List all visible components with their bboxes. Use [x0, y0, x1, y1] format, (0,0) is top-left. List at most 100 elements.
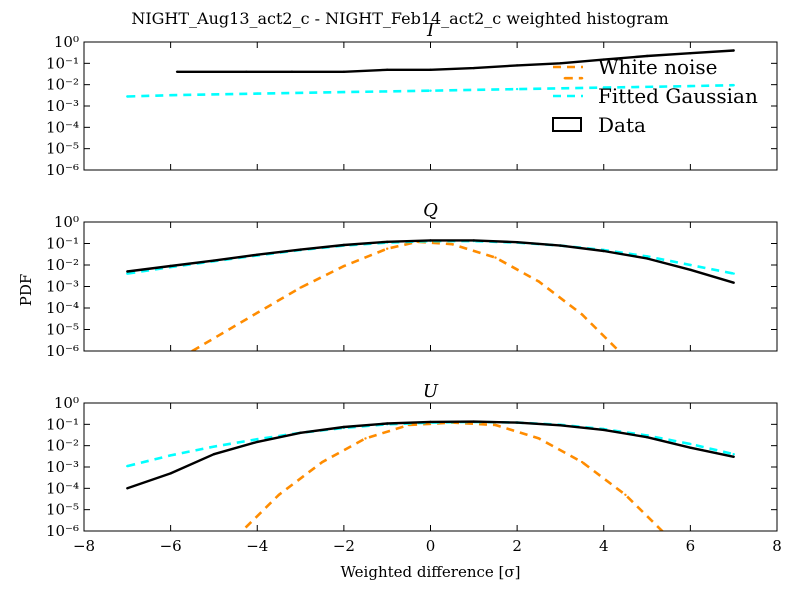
x-tick-label: −2: [333, 537, 355, 555]
data-point-data: [386, 422, 389, 425]
data-point-fitted-gaussian: [689, 442, 692, 446]
data-point-white-noise: [299, 286, 302, 289]
data-point-white-noise: [321, 460, 324, 464]
data-point-fitted-gaussian: [602, 86, 605, 89]
y-tick-label: 10⁻⁴: [46, 118, 79, 136]
x-tick-label: 8: [772, 537, 782, 555]
data-point-fitted-gaussian: [169, 454, 172, 457]
x-tick-label: −4: [246, 537, 268, 555]
data-point-data: [732, 49, 735, 52]
figure-title: NIGHT_Aug13_act2_c - NIGHT_Feb14_act2_c …: [131, 9, 669, 28]
data-point-data: [602, 58, 605, 61]
y-tick-label: 10⁻¹: [46, 54, 79, 72]
data-point-data: [559, 62, 562, 65]
data-point-fitted-gaussian: [732, 272, 735, 275]
data-point-data: [126, 487, 129, 490]
data-point-data: [342, 70, 346, 74]
data-point-white-noise: [668, 536, 670, 538]
legend-label: White noise: [598, 55, 717, 79]
data-point-data: [290, 70, 294, 74]
data-point-data: [472, 239, 475, 242]
x-tick-label: 6: [686, 537, 696, 555]
series-group: [126, 239, 735, 358]
y-tick-label: 10⁻⁶: [46, 342, 79, 360]
data-point-fitted-gaussian: [645, 255, 649, 258]
data-point-data: [515, 64, 519, 67]
data-point-white-noise: [580, 313, 584, 316]
data-point-data: [126, 270, 129, 273]
data-point-fitted-gaussian: [732, 84, 735, 87]
x-tick-label: −8: [73, 537, 95, 555]
legend: White noise Fitted Gaussian Data: [552, 55, 758, 137]
data-point-data: [559, 424, 562, 427]
data-point-data: [342, 425, 346, 429]
data-point-data: [515, 421, 519, 424]
data-point-white-noise: [494, 256, 497, 259]
y-tick-label: 10⁻⁵: [46, 321, 79, 339]
data-point-white-noise: [580, 77, 584, 80]
series-line-white-noise: [191, 240, 621, 351]
data-point-data: [212, 453, 216, 456]
series-line-data: [126, 420, 734, 490]
y-tick-label: 10⁻⁵: [46, 140, 79, 158]
panel-i: 10⁰ 10⁻¹ 10⁻² 10⁻³ 10⁻⁴ 10⁻⁵ 10⁻⁶ I: [46, 20, 778, 179]
data-point-data: [175, 70, 179, 74]
series-line-white-noise: [240, 421, 665, 531]
data-point-white-noise: [364, 437, 367, 440]
x-tick-label: −6: [160, 537, 182, 555]
data-point-data: [689, 446, 692, 449]
x-tick-label: 4: [599, 537, 609, 555]
series-group: [126, 49, 735, 98]
y-tick-label: 10⁰: [54, 213, 79, 231]
data-point-data: [256, 253, 259, 256]
data-point-white-noise: [624, 356, 626, 358]
y-tick-label: 10⁻³: [46, 278, 79, 296]
legend-label: Data: [598, 113, 646, 137]
data-point-data: [689, 52, 692, 55]
data-point-white-noise: [342, 264, 346, 268]
y-tick-label: 10⁻²: [46, 76, 79, 94]
data-point-fitted-gaussian: [169, 94, 172, 97]
data-point-white-noise: [256, 311, 259, 314]
series-line-fitted-gaussian: [126, 420, 734, 468]
data-point-fitted-gaussian: [689, 263, 692, 267]
data-point-fitted-gaussian: [689, 84, 692, 88]
data-point-white-noise: [537, 437, 540, 440]
y-tick-label: 10⁻⁴: [46, 479, 79, 497]
data-point-data: [645, 54, 649, 58]
data-point-data: [602, 428, 605, 432]
data-point-data: [256, 440, 259, 444]
data-point-data: [386, 68, 389, 72]
data-point-data: [212, 259, 216, 262]
data-point-data: [429, 420, 432, 424]
data-point-data: [245, 70, 248, 74]
series-line-fitted-gaussian: [127, 83, 734, 98]
y-tick-label: 10⁻³: [46, 97, 79, 115]
x-axis-label: Weighted difference [σ]: [340, 563, 520, 581]
data-point-white-noise: [537, 280, 540, 283]
data-point-fitted-gaussian: [429, 89, 432, 92]
y-tick-label: 10⁻⁶: [46, 161, 79, 179]
y-tick-label: 10⁻¹: [46, 235, 79, 253]
series-group: [126, 420, 735, 538]
data-point-data: [472, 420, 475, 423]
y-tick-label: 10⁻⁵: [46, 501, 79, 519]
y-axis-label: PDF: [17, 274, 35, 307]
data-point-data: [732, 281, 735, 284]
data-point-fitted-gaussian: [126, 95, 129, 98]
data-point-data: [299, 248, 302, 251]
panel-q: 10⁰ 10⁻¹ 10⁻² 10⁻³ 10⁻⁴ 10⁻⁵ 10⁻⁶ Q: [46, 200, 778, 360]
data-point-fitted-gaussian: [256, 92, 259, 95]
data-point-data: [299, 431, 302, 434]
data-point-data: [386, 240, 389, 243]
x-tick-label: 0: [426, 537, 436, 555]
y-tick-label: 10⁻⁶: [46, 522, 79, 540]
panel-u: 10⁰ 10⁻¹ 10⁻² 10⁻³ 10⁻⁴ 10⁻⁵ 10⁻⁶−8 −6 −4 −2 0 2 4 6 8…: [46, 381, 782, 555]
data-point-data: [559, 244, 562, 247]
panel-title: I: [426, 20, 435, 41]
data-point-data: [169, 472, 172, 475]
data-point-fitted-gaussian: [126, 272, 129, 275]
data-point-fitted-gaussian: [256, 438, 259, 441]
y-tick-label: 10⁰: [54, 394, 79, 412]
